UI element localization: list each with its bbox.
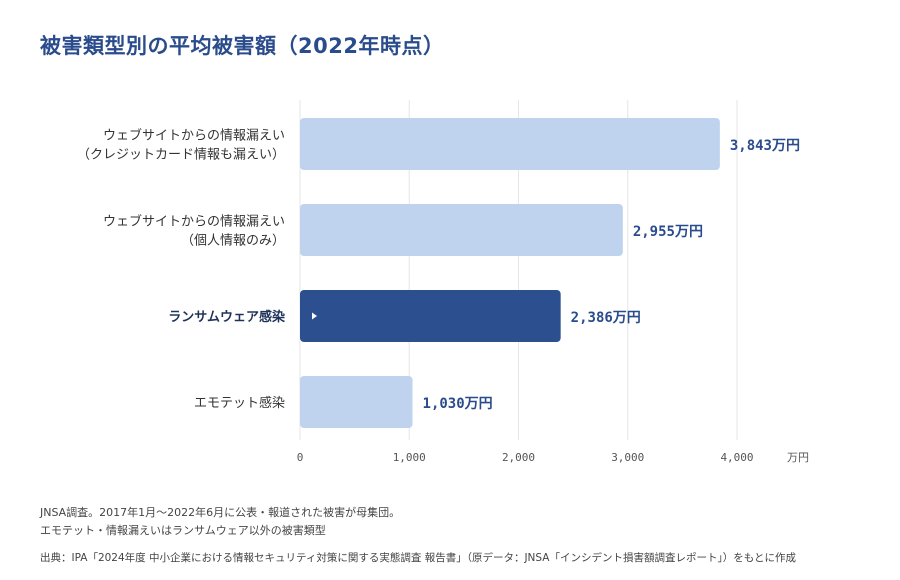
bar	[300, 204, 623, 256]
data-label: 2,386万円	[571, 310, 641, 326]
bar	[300, 376, 413, 428]
category-label: ウェブサイトからの情報漏えい	[103, 128, 285, 144]
category-label: エモテット感染	[194, 395, 285, 411]
x-tick-label: 0	[297, 451, 304, 464]
chart-title: 被害類型別の平均被害額（2022年時点）	[40, 34, 445, 58]
chart-notes: JNSA調査。2017年1月〜2022年6月に公表・報道された被害が母集団。 エ…	[40, 504, 400, 540]
category-label: ウェブサイトからの情報漏えい	[103, 214, 285, 230]
bar-chart: 0 1,000 2,000 3,000 4,000 万円3,843万円ウェブサイトからの情…	[77, 100, 809, 464]
x-axis-unit: 万円	[787, 451, 809, 464]
bar	[300, 290, 561, 342]
note-line: エモテット・情報漏えいはランサムウェア以外の被害類型	[40, 524, 326, 537]
x-tick-label: 3,000	[611, 451, 644, 464]
data-label: 2,955万円	[633, 224, 703, 240]
data-label: 1,030万円	[423, 396, 493, 412]
bar	[300, 118, 720, 170]
category-label: （個人情報のみ）	[181, 234, 285, 249]
category-label: （クレジットカード情報も漏えい）	[77, 147, 285, 163]
category-label: ランサムウェア感染	[168, 309, 286, 325]
note-line: JNSA調査。2017年1月〜2022年6月に公表・報道された被害が母集団。	[40, 506, 401, 519]
x-tick-label: 4,000	[720, 451, 753, 464]
source-note: 出典：IPA「2024年度 中小企業における情報セキュリティ対策に関する実態調査…	[40, 552, 796, 564]
x-tick-label: 2,000	[502, 451, 535, 464]
play-marker-icon	[312, 312, 317, 320]
data-label: 3,843万円	[730, 138, 800, 154]
x-tick-label: 1,000	[393, 451, 426, 464]
